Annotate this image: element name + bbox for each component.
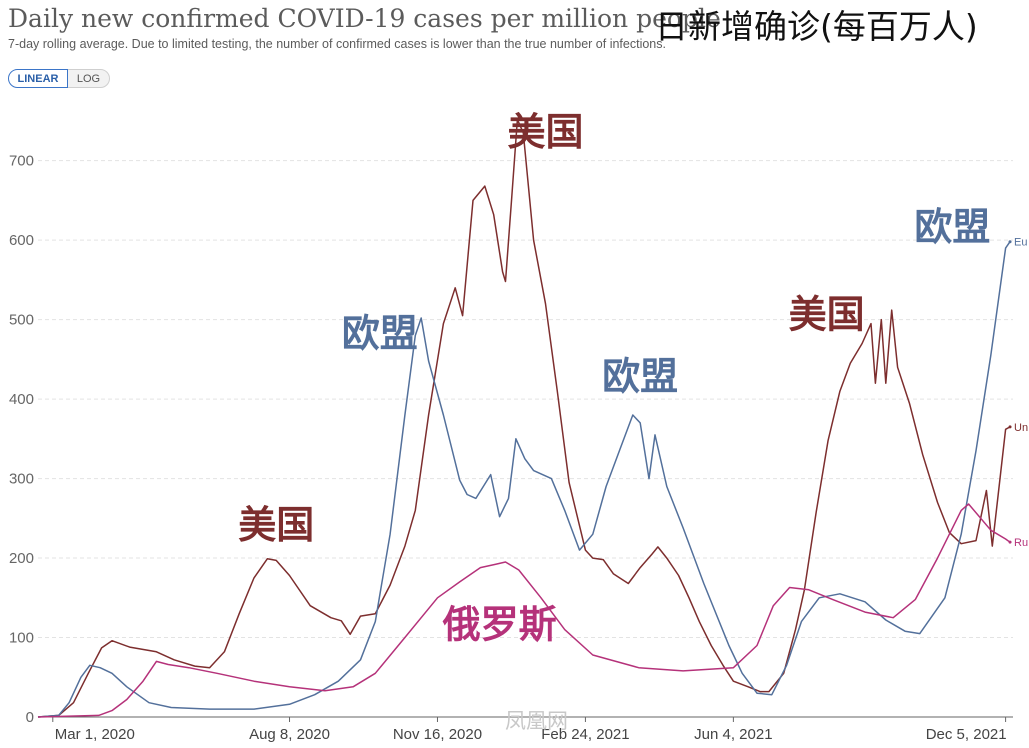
series-line-eu xyxy=(37,241,1011,718)
annotation-label: 俄罗斯 xyxy=(442,603,557,647)
annotation-label: 美国 xyxy=(507,110,583,154)
linear-scale-button[interactable]: LINEAR xyxy=(8,69,68,88)
series-end-point xyxy=(1008,425,1012,429)
y-tick-label: 200 xyxy=(9,550,34,567)
series-end-label: Un xyxy=(1014,422,1028,434)
y-axis: 0 100 200 300 400 500 600 700 xyxy=(9,153,34,726)
series-line-russia xyxy=(37,503,1011,718)
x-tick-label: Mar 1, 2020 xyxy=(55,726,135,743)
x-tick-label: Nov 16, 2020 xyxy=(393,726,482,743)
x-tick-label: Jun 4, 2021 xyxy=(694,726,772,743)
watermark: 凤凰网 xyxy=(505,709,568,733)
chart-subtitle: 7-day rolling average. Due to limited te… xyxy=(8,37,666,51)
y-tick-label: 600 xyxy=(9,232,34,249)
y-tick-label: 700 xyxy=(9,153,34,170)
series-line-usa xyxy=(37,118,1011,718)
y-tick-label: 300 xyxy=(9,471,34,488)
annotation-label: 欧盟 xyxy=(602,355,678,399)
x-axis: Mar 1, 2020 Aug 8, 2020 Nov 16, 2020 Feb 24… xyxy=(38,716,1013,743)
series-lines: Un Eu Ru xyxy=(37,118,1028,718)
series-end-point xyxy=(1008,540,1012,544)
y-tick-label: 0 xyxy=(26,709,34,726)
log-scale-button[interactable]: LOG xyxy=(67,69,110,88)
series-end-label: Ru xyxy=(1014,537,1028,549)
y-tick-label: 100 xyxy=(9,630,34,647)
annotation-label: 美国 xyxy=(789,293,865,337)
x-tick-label: Feb 24, 2021 xyxy=(541,726,629,743)
y-tick-label: 400 xyxy=(9,391,34,408)
chart-title-chinese: 日新增确诊(每百万人) xyxy=(655,7,978,46)
gridlines xyxy=(38,160,1013,639)
x-tick-label: Dec 5, 2021 xyxy=(926,726,1007,743)
x-tick-label: Aug 8, 2020 xyxy=(249,726,330,743)
annotation-label: 美国 xyxy=(238,503,314,547)
chart-title: Daily new confirmed COVID-19 cases per m… xyxy=(8,4,721,33)
series-end-label: Eu xyxy=(1014,237,1027,249)
y-tick-label: 500 xyxy=(9,312,34,329)
annotation-label: 欧盟 xyxy=(914,205,990,249)
annotation-label: 欧盟 xyxy=(342,312,418,356)
series-end-point xyxy=(1008,240,1012,244)
